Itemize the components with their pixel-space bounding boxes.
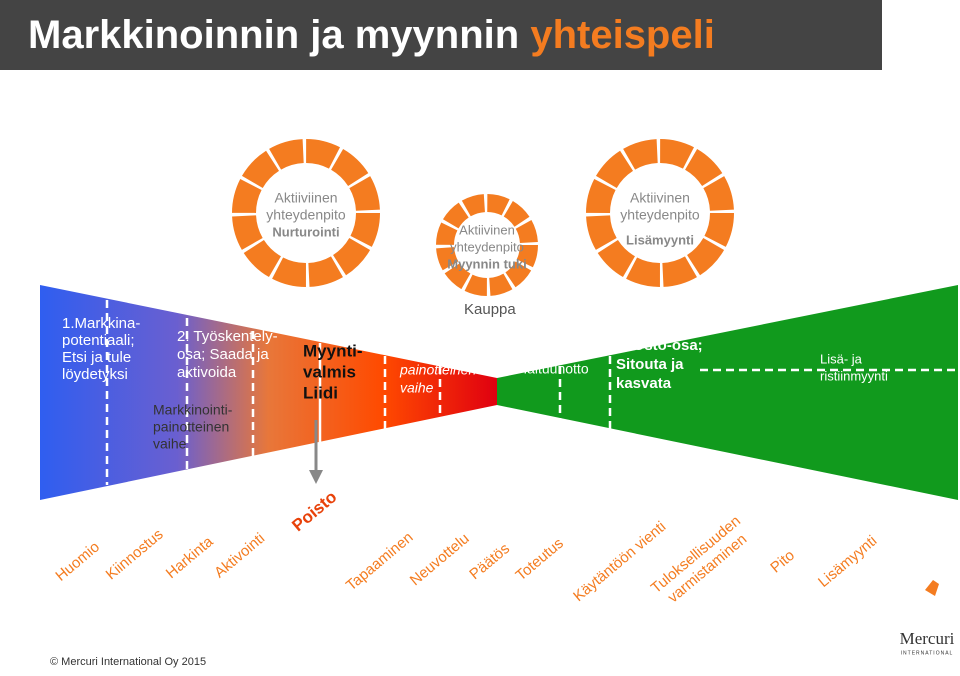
stage: Toteutus [512,535,566,584]
funnel-left [40,285,497,500]
copyright: © Mercuri International Oy 2015 [50,656,206,668]
stage: Tapaaminen [343,529,417,595]
ring-text: yhteydenpito [266,207,346,223]
funnel-label: Etsi ja tule [62,349,131,366]
ring [586,139,734,287]
stage-label: Kiinnostus [103,526,167,584]
stage-label: Huomio [52,538,103,584]
funnel-label: Sitouta ja [616,356,684,373]
title: Markkinoinnin ja myynnin yhteispeli [28,13,715,57]
funnel-label: Liidi [303,383,338,402]
funnel-label: osa; Saada ja [177,346,269,363]
arrow-head [309,470,323,484]
ring-text: Aktiivinen [630,190,690,206]
funnel-label: vaihe [400,380,434,396]
stage: Harkinta [163,533,217,582]
funnel-label: vaihe [153,436,187,452]
funnel-label: Myynti- [303,341,363,360]
stage-label: Neuvottelu [407,530,473,589]
funnel-label: painotteinen [399,362,477,378]
stage-label: Toteutus [512,535,566,584]
funnel-label: ristiinmyynti [820,368,888,383]
ring-text: Aktiivinen [459,222,515,237]
stage: Lisämyynti [815,532,880,591]
funnel-label: Kauppa [464,301,516,318]
stage: Huomio [52,538,103,584]
ring-text: Aktiiviinen [274,190,337,206]
title-highlight: yhteispeli [530,13,715,57]
stage-label: Tapaaminen [343,529,417,595]
funnel-label: Myynti- [400,344,445,360]
stage: Kiinnostus [103,526,167,584]
ring-label: Lisämyynti [626,232,694,247]
funnel-label: kasvata [616,375,672,392]
funnel-right [497,285,958,500]
stage-label: Aktivointi [211,530,268,582]
stage-label: Poisto [288,487,340,535]
title-bar [0,0,882,70]
funnel-label: aktivoida [177,364,237,381]
stage-label: Pito [767,547,798,577]
stage: Aktivointi [211,530,268,582]
ring-text: yhteydenpito [450,239,524,254]
stage: Neuvottelu [407,530,473,589]
funnel-label: valmis [303,362,356,381]
stage-label: Päätös [466,540,513,583]
dividers [105,300,958,485]
funnel-label: potentiaali; [62,332,135,349]
ring-label: Myynnin tuki [447,256,526,271]
stage-label: Lisämyynti [815,532,880,591]
title-text: Markkinoinnin ja myynnin [28,13,519,57]
ring-label: Nurturointi [272,224,339,239]
logo-sub: INTERNATIONAL [901,650,954,656]
funnel-label: painotteinen [153,419,229,435]
stage: Pito [767,547,798,577]
ring [436,194,538,296]
funnel-label: 1.Markkina- [62,315,140,332]
funnel-label: 4. Osto-osa; [616,337,703,354]
ring-text: yhteydenpito [620,207,700,223]
funnel-label: Lisä- ja [820,351,863,366]
funnel-label: löydetyksi [62,366,128,383]
funnel-label: Markkinointi- [153,402,233,418]
stage-label: Harkinta [163,533,217,582]
stage: Poisto [288,487,340,535]
stage: Päätös [466,540,513,583]
logo: Mercuri [900,629,955,648]
ring [232,139,380,287]
funnel-label: Haltuunotto [517,361,589,377]
funnel-label: 2. Työskentely- [177,328,278,345]
logo-icon [925,580,939,596]
